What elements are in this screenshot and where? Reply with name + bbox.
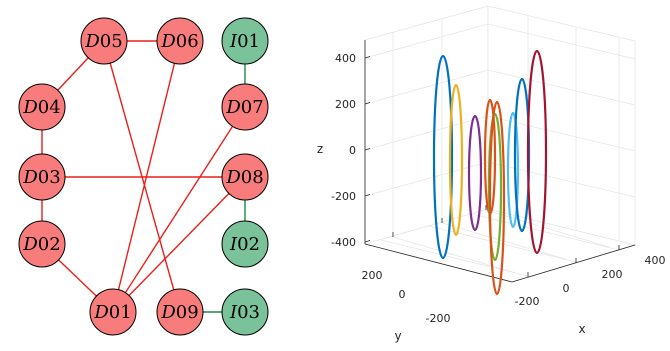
node-label: I02: [229, 234, 260, 255]
trajectory-loop: [488, 100, 506, 296]
node-label-prefix: D: [93, 302, 109, 323]
x-axis-label: x: [578, 322, 585, 336]
node-label-prefix: D: [84, 31, 100, 52]
node-label-number: 02: [38, 234, 61, 255]
x-tick-label: -200: [515, 295, 540, 308]
node-label-prefix: D: [22, 167, 38, 188]
trajectory-loop: [432, 54, 454, 260]
graph-node-d07: D07: [221, 83, 269, 131]
graph-node-d01: D01: [89, 288, 137, 336]
trajectory-loop: [506, 111, 520, 229]
node-circle: [18, 220, 66, 268]
node-circle: [18, 153, 66, 201]
z-tick-label: -200: [331, 190, 356, 203]
node-label-prefix: D: [160, 302, 176, 323]
node-label-number: 08: [241, 167, 264, 188]
trajectory-loop: [467, 114, 483, 232]
node-label-number: 01: [109, 302, 132, 323]
graph-node-d02: D02: [18, 220, 66, 268]
graph-node-d05: D05: [80, 17, 128, 65]
node-label-number: 07: [241, 97, 264, 118]
node-label-prefix: I: [229, 234, 238, 255]
graph-edges: [41, 40, 246, 313]
node-label-number: 09: [176, 302, 199, 323]
x-axis: [511, 244, 636, 283]
node-circle: [18, 83, 66, 131]
z-tick-label: 0: [349, 144, 356, 157]
node-label-prefix: D: [225, 167, 241, 188]
x-tick-label: 0: [563, 282, 570, 295]
y-tick-label: 200: [362, 269, 383, 282]
graph-node-d09: D09: [156, 288, 204, 336]
y-axis: [364, 243, 513, 283]
node-circle: [156, 17, 204, 65]
node-circle: [221, 17, 269, 65]
z-tick-label: 400: [335, 52, 356, 65]
trajectory-loop: [448, 83, 464, 237]
node-label-prefix: D: [22, 97, 38, 118]
node-label: D07: [225, 97, 263, 118]
node-label: D03: [22, 167, 60, 188]
node-label-prefix: D: [22, 234, 38, 255]
node-circle: [221, 83, 269, 131]
trajectory-loops: [432, 49, 548, 296]
trajectory-loop: [526, 49, 548, 255]
node-label: I01: [229, 31, 260, 52]
plot-grid: [363, 5, 637, 283]
node-circle: [80, 17, 128, 65]
z-tick-label: -400: [331, 236, 356, 249]
graph-edge-d01-d07: [112, 106, 246, 313]
graph-node-d08: D08: [221, 153, 269, 201]
node-circle: [89, 288, 137, 336]
z-tick-label: 200: [335, 98, 356, 111]
z-axis-label: z: [317, 142, 323, 156]
node-label: D09: [160, 302, 198, 323]
node-circle: [156, 288, 204, 336]
node-label-number: 04: [38, 97, 61, 118]
node-circle: [221, 220, 269, 268]
y-axis-label: y: [394, 329, 401, 343]
node-circle: [221, 153, 269, 201]
graph-node-d04: D04: [18, 83, 66, 131]
graph-node-d06: D06: [156, 17, 204, 65]
graph-node-d03: D03: [18, 153, 66, 201]
z-grid-lines: [364, 23, 636, 198]
node-label: D02: [22, 234, 60, 255]
y-tick-label: -200: [426, 312, 451, 325]
node-label: D01: [93, 302, 131, 323]
node-label-number: 03: [38, 167, 61, 188]
node-label-prefix: I: [229, 302, 238, 323]
node-label-prefix: D: [225, 97, 241, 118]
node-label: D08: [225, 167, 263, 188]
node-label-number: 05: [100, 31, 123, 52]
node-label-prefix: D: [160, 31, 176, 52]
node-label-number: 02: [237, 234, 260, 255]
trajectory-3d-plot: 400 200 0 -200 -400 -200 0 200 400 200 0…: [317, 5, 666, 343]
node-label-prefix: I: [229, 31, 238, 52]
node-label: I03: [229, 302, 260, 323]
x-tick-label: 400: [645, 254, 666, 267]
node-circle: [221, 288, 269, 336]
y-tick-label: 0: [399, 288, 406, 301]
node-label-number: 06: [176, 31, 199, 52]
node-label: D04: [22, 97, 60, 118]
x-tick-label: 200: [602, 268, 623, 281]
graph-node-i03: I03: [221, 288, 269, 336]
graph-node-i02: I02: [221, 220, 269, 268]
node-label: D06: [160, 31, 198, 52]
node-label-number: 03: [237, 302, 260, 323]
graph-edge-d01-d08: [112, 176, 246, 313]
node-label-number: 01: [237, 31, 260, 52]
node-label: D05: [84, 31, 122, 52]
axis-ticks: [364, 56, 620, 277]
graph-node-i01: I01: [221, 17, 269, 65]
